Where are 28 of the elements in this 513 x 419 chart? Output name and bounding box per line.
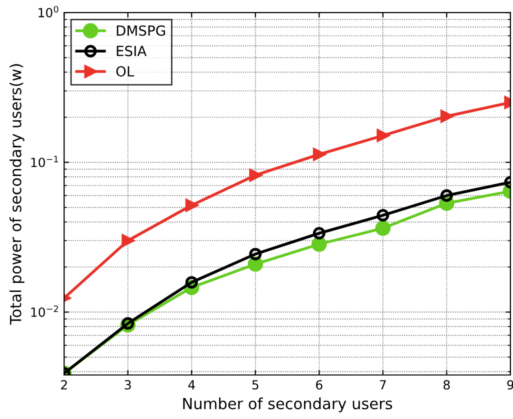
point (312, 236, 327, 252)
x-tick-label: 2 (61, 380, 67, 390)
point (249, 168, 262, 182)
x-tick-label: 4 (188, 380, 195, 390)
y-tick-label: 10$^{−1}$ (31, 156, 58, 168)
point (376, 129, 390, 142)
legend-label: DMSPG (116, 25, 166, 36)
point (122, 317, 134, 330)
x-axis-title: Number of secondary users (183, 398, 392, 412)
point (185, 276, 198, 289)
point (376, 209, 390, 222)
x-tick-label: 3 (124, 380, 131, 390)
point (248, 256, 264, 272)
point (312, 227, 326, 240)
legend-label: ESIA (116, 46, 147, 56)
point (185, 198, 198, 212)
point (440, 189, 453, 202)
y-tick-label: 10$^{−2}$ (31, 305, 58, 317)
legend-label: OL (116, 66, 134, 77)
y-tick-label: 10$^{0}$ (38, 6, 58, 18)
point (122, 234, 134, 247)
x-tick-label: 7 (380, 380, 386, 390)
x-tick-label: 6 (316, 380, 322, 390)
x-tick-label: 8 (444, 380, 450, 390)
y-axis-title: Total power of secondary users(w) (10, 64, 24, 325)
point (375, 220, 391, 236)
x-tick-label: 5 (252, 380, 258, 390)
point (249, 248, 262, 260)
